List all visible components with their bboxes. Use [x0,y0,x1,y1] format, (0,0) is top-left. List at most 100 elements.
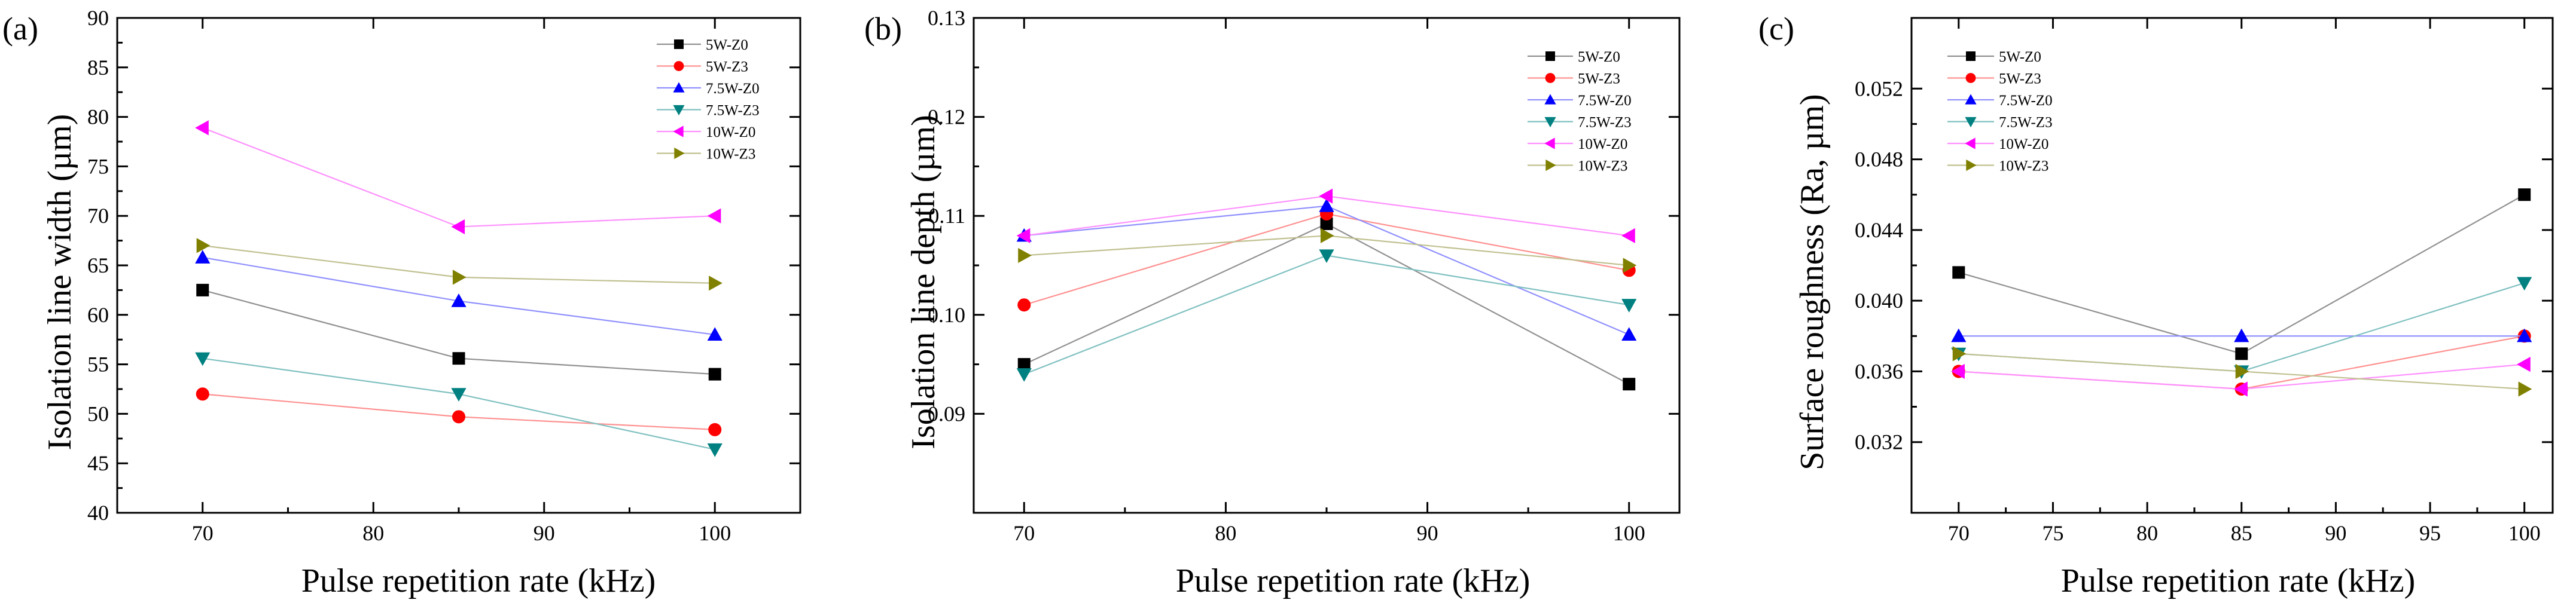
panel-c-x-tick-label: 70 [1948,521,1970,545]
panel-c-series-line-5w-z3 [1958,335,2525,390]
panel-b-legend-label-5w-z3: 5W-Z3 [1578,71,1620,87]
panel-c-x-tick-label: 80 [2136,521,2158,545]
panel-c-point-7-5w-z0 [2234,328,2249,342]
panel-c-legend-marker-7-5w-z3 [1965,117,1977,128]
panel-c-y-axis-title: Surface roughness (Ra, µm) [1794,94,1831,470]
panel-a-legend-label-5w-z0: 5W-Z0 [706,37,748,53]
panel-a-x-tick-label: 70 [192,521,214,545]
panel-c-legend-label-10w-z0: 10W-Z0 [1999,136,2048,152]
panel-b-legend-marker-7-5w-z3 [1544,117,1556,128]
panel-a-legend-label-7-5w-z0: 7.5W-Z0 [706,81,760,97]
panel-a-point-7-5w-z3 [707,443,723,457]
panel-a-y-tick-label: 75 [87,154,109,178]
panel-a-point-10w-z0 [195,120,209,136]
panel-a-point-10w-z0 [451,219,465,235]
panel-c-point-5w-z0 [2235,347,2248,360]
panel-c-legend-label-5w-z0: 5W-Z0 [1999,49,2041,65]
panel-b-x-axis-title: Pulse repetition rate (kHz) [1176,562,1530,599]
panel-b-point-7-5w-z3 [1016,368,1032,382]
panel-a-y-tick-label: 50 [87,402,109,426]
panel-a-legend-label-7-5w-z3: 7.5W-Z3 [706,103,760,119]
panel-b-point-7-5w-z3 [1621,299,1637,313]
panel-a-label: (a) [2,11,38,47]
panel-b-y-tick-label: 0.10 [928,303,965,327]
panel-c-y-tick-label: 0.040 [1855,289,1903,313]
panel-c-x-axis-title: Pulse repetition rate (kHz) [2061,562,2415,599]
panel-b: (b) Pulse repetition rate (kHz) Isolatio… [864,11,1530,599]
panel-b-plot-frame [973,17,1681,514]
panel-a-point-7-5w-z3 [195,352,211,366]
panel-b-x-tick-label: 90 [1417,521,1438,545]
panel-a-point-5w-z0 [708,368,721,381]
panel-c-legend-label-7-5w-z0: 7.5W-Z0 [1999,93,2053,109]
panel-a-point-10w-z3 [452,270,467,285]
panel-a-point-10w-z3 [709,276,723,291]
panel-a-legend-marker-7-5w-z0 [673,82,685,93]
panel-b-point-5w-z3 [1017,298,1031,312]
panel-c-point-10w-z3 [2235,363,2249,380]
panel-c-legend-label-5w-z3: 5W-Z3 [1999,71,2041,87]
panel-b-legend-marker-5w-z3 [1545,73,1556,83]
panel-a-point-5w-z3 [196,387,209,401]
panel-a-y-tick-label: 55 [87,353,109,377]
panel-b-legend-label-10w-z3: 10W-Z3 [1578,158,1627,175]
panel-a-legend-marker-10w-z0 [673,126,684,137]
panel-b-legend-marker-5w-z0 [1545,51,1555,61]
panel-a-y-tick-label: 60 [87,303,109,327]
panel-c-legend-marker-5w-z3 [1965,73,1976,83]
panel-b-point-10w-z0 [1319,188,1333,204]
panel-b-legend-marker-7-5w-z0 [1544,94,1556,105]
panel-c-y-tick-label: 0.036 [1855,359,1903,383]
panel-c-y-tick-label: 0.044 [1855,218,1903,242]
panel-b-point-10w-z0 [1016,228,1031,243]
panel-b-x-tick-label: 70 [1013,521,1035,545]
panel-a-y-tick-label: 70 [87,204,109,228]
panel-c: (c) Pulse repetition rate (kHz) Surface … [1758,11,2415,599]
panel-a-legend-marker-7-5w-z3 [673,105,685,116]
panel-b-y-tick-label: 0.12 [928,105,965,129]
panel-b-x-tick-label: 100 [1613,521,1645,545]
panel-c-legend-marker-10w-z0 [1965,137,1976,149]
panel-a-legend-marker-10w-z3 [674,147,685,160]
panel-a-legend-label-10w-z0: 10W-Z0 [706,124,755,140]
panel-b-point-5w-z0 [1017,358,1031,371]
panel-b-series-line-7-5w-z3 [1023,255,1629,375]
panel-c-point-5w-z0 [2518,188,2531,201]
panel-a-y-tick-label: 80 [87,105,109,129]
panel-b-legend-label-7-5w-z3: 7.5W-Z3 [1578,115,1632,131]
panel-b-legend-marker-10w-z0 [1544,137,1555,149]
panel-c-point-10w-z3 [1952,346,1967,362]
panel-c-y-tick-label: 0.032 [1855,430,1903,454]
panel-c-legend-marker-5w-z0 [1966,51,1976,61]
panel-c-point-10w-z0 [2234,381,2248,397]
panel-b-point-5w-z0 [1320,217,1333,230]
panel-c-x-tick-label: 75 [2042,521,2063,545]
panel-a-legend-label-5w-z3: 5W-Z3 [706,59,748,75]
panel-c-x-tick-label: 100 [2508,521,2541,545]
panel-c-y-tick-label: 0.048 [1855,148,1903,172]
panel-c-label: (c) [1758,11,1794,47]
panel-c-x-tick-label: 85 [2231,521,2252,545]
panel-a-x-tick-label: 100 [699,521,731,545]
panel-c-x-tick-label: 90 [2325,521,2346,545]
panel-c-x-tick-label: 95 [2419,521,2441,545]
panel-c-legend-marker-7-5w-z0 [1965,94,1977,105]
panel-a-legend-marker-5w-z3 [673,61,684,71]
panel-c-point-5w-z0 [1952,266,1965,279]
panel-b-point-7-5w-z0 [1621,327,1637,341]
panel-b-x-tick-label: 80 [1215,521,1236,545]
panel-b-y-tick-label: 0.13 [928,6,965,30]
panel-a-plot-frame [116,17,801,514]
panel-b-point-10w-z3 [1623,258,1637,273]
panel-b-y-tick-label: 0.11 [928,204,965,228]
panel-a-point-10w-z0 [707,208,721,224]
panel-b-y-axis-title: Isolation line depth (µm) [905,115,942,449]
panel-a-y-axis-title: Isolation line width (µm) [41,114,78,451]
panel-b-point-7-5w-z0 [1319,198,1334,212]
panel-b-point-5w-z0 [1623,378,1636,391]
panel-a-point-7-5w-z0 [707,327,723,341]
panel-a-y-tick-label: 40 [87,501,109,525]
panel-b-label: (b) [864,11,902,47]
panel-a-point-7-5w-z3 [451,388,467,402]
